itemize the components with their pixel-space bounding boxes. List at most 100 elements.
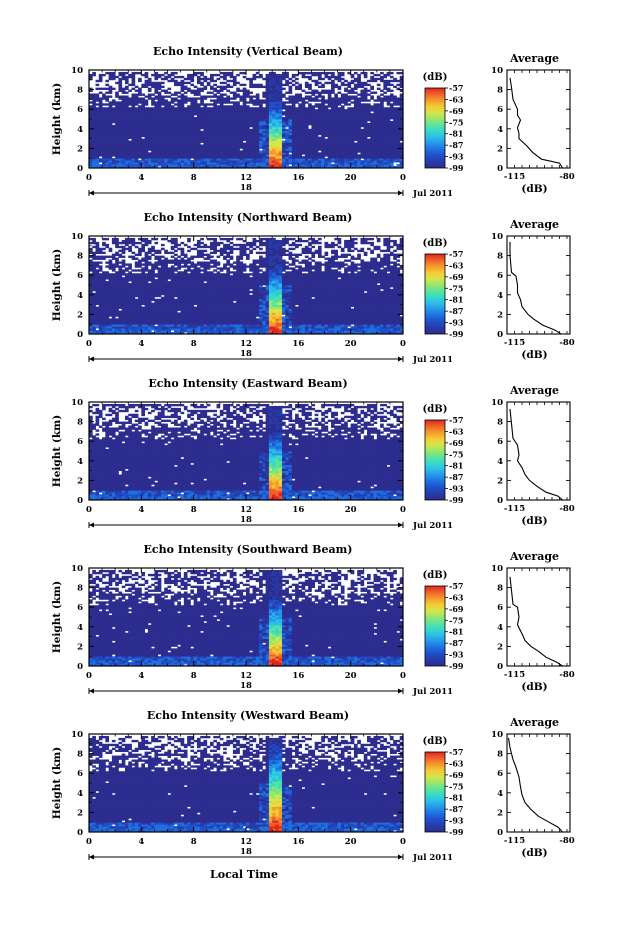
y-tick-label: 6 (77, 437, 83, 447)
profile-y-tick-label: 6 (497, 437, 503, 447)
y-tick-label: 4 (77, 125, 83, 135)
colorbar-tick-label: -81 (449, 793, 463, 803)
colorbar-tick-label: -99 (449, 661, 464, 671)
x-tick-label: 0 (400, 671, 406, 681)
profile-y-tick-label: 0 (497, 496, 503, 506)
profile-y-tick-label: 2 (497, 144, 503, 154)
colorbar-tick-label: -75 (449, 781, 463, 791)
panel-3: Echo Intensity (Eastward Beam)0 4 8 12 16 20 0… (51, 377, 575, 531)
colorbar (424, 585, 446, 667)
x-axis-label: Local Time (210, 868, 278, 881)
colorbar-tick-label: -87 (449, 472, 463, 482)
profile-y-tick-label: 4 (497, 125, 503, 135)
colorbar-tick-label: -81 (449, 461, 463, 471)
colorbar-tick-label: -75 (449, 615, 463, 625)
x-tick-label: 4 (138, 339, 144, 349)
x-tick-label: 8 (191, 173, 197, 183)
profile-y-tick-label: 6 (497, 769, 503, 779)
x-tick-label: 20 (345, 837, 357, 847)
profile-y-tick-label: 6 (497, 105, 503, 115)
y-tick-label: 10 (71, 730, 83, 740)
profile-y-tick-label: 10 (491, 232, 503, 242)
profile-y-tick-label: 2 (497, 808, 503, 818)
y-tick-label: 2 (77, 476, 83, 486)
colorbar-tick-label: -87 (449, 140, 463, 150)
y-tick-label: 0 (77, 496, 83, 506)
colorbar-tick-label: -75 (449, 283, 463, 293)
colorbar-tick-label: -87 (449, 804, 463, 814)
date-bar-arrow (89, 688, 94, 694)
y-tick-label: 4 (77, 291, 83, 301)
y-axis-label: Height (km) (51, 83, 63, 155)
profile-y-tick-label: 8 (497, 750, 503, 760)
y-tick-label: 2 (77, 642, 83, 652)
colorbar-tick-label: -93 (449, 816, 464, 826)
date-label: Jul 2011 (412, 853, 453, 863)
profile-y-tick-label: 4 (497, 623, 503, 633)
colorbar-tick-label: -69 (449, 770, 464, 780)
panel-1: Echo Intensity (Vertical Beam)0 4 8 12 16 20 0… (51, 45, 575, 199)
colorbar-tick-label: -57 (449, 249, 463, 259)
date-bar-arrow (398, 854, 403, 860)
profile-y-tick-label: 8 (497, 584, 503, 594)
colorbar (424, 87, 446, 169)
date-bar-arrow (398, 190, 403, 196)
x-tick-label: 8 (191, 505, 197, 515)
profile-curve (507, 737, 563, 833)
y-tick-label: 6 (77, 105, 83, 115)
x-tick-label: 20 (345, 505, 357, 515)
y-axis-label: Height (km) (51, 581, 63, 653)
heatmap-field (89, 237, 404, 335)
profile-x-tick-label: -80 (559, 504, 574, 514)
colorbar-unit: (dB) (423, 570, 448, 581)
y-tick-label: 8 (77, 418, 83, 428)
panel-2: Echo Intensity (Northward Beam)0 4 8 12 16 20… (51, 211, 575, 365)
y-tick-label: 4 (77, 623, 83, 633)
x-tick-label: 0 (86, 505, 92, 515)
panel-5: Echo Intensity (Westward Beam)0 4 8 12 16 20 0… (51, 709, 575, 863)
date-bar-arrow (398, 522, 403, 528)
date-label: Jul 2011 (412, 521, 453, 531)
panel-title: Echo Intensity (Westward Beam) (147, 709, 349, 722)
y-tick-label: 10 (71, 66, 83, 76)
x-tick-label: 16 (292, 837, 304, 847)
profile-y-tick-label: 0 (497, 164, 503, 174)
x-tick-label: 0 (86, 671, 92, 681)
date-label: Jul 2011 (412, 687, 453, 697)
x-tick-label: 8 (191, 837, 197, 847)
y-tick-label: 8 (77, 86, 83, 96)
colorbar (424, 253, 446, 335)
profile-x-tick-label: -80 (559, 172, 574, 182)
profile-x-tick-label: -80 (559, 670, 574, 680)
colorbar-tick-label: -93 (449, 318, 464, 328)
profile-x-tick-label: -80 (559, 836, 574, 846)
y-tick-label: 2 (77, 144, 83, 154)
colorbar-tick-label: -69 (449, 106, 464, 116)
x-tick-label: 0 (86, 837, 92, 847)
profile-x-label: (dB) (521, 847, 547, 859)
x-tick-label: 0 (86, 339, 92, 349)
colorbar-tick-label: -81 (449, 295, 463, 305)
date-bar-arrow (398, 688, 403, 694)
y-tick-label: 0 (77, 330, 83, 340)
panel-title: Echo Intensity (Northward Beam) (144, 211, 353, 224)
colorbar-tick-label: -93 (449, 152, 464, 162)
y-tick-label: 10 (71, 564, 83, 574)
panel-4: Echo Intensity (Southward Beam)0 4 8 12 16 20… (51, 543, 575, 697)
x-tick-label: 0 (86, 173, 92, 183)
colorbar-tick-label: -63 (449, 592, 464, 602)
profile-x-tick-label: -115 (504, 670, 525, 680)
panel-title: Echo Intensity (Eastward Beam) (148, 377, 347, 390)
panel-title: Echo Intensity (Vertical Beam) (153, 45, 343, 58)
y-tick-label: 8 (77, 252, 83, 262)
y-tick-label: 4 (77, 789, 83, 799)
y-tick-label: 6 (77, 769, 83, 779)
y-tick-label: 0 (77, 662, 83, 672)
profile-y-tick-label: 6 (497, 271, 503, 281)
profile-curve (509, 408, 563, 501)
colorbar-tick-label: -57 (449, 83, 463, 93)
date-bar-arrow (89, 522, 94, 528)
x-tick-label: 0 (400, 173, 406, 183)
x-tick-label: 4 (138, 837, 144, 847)
